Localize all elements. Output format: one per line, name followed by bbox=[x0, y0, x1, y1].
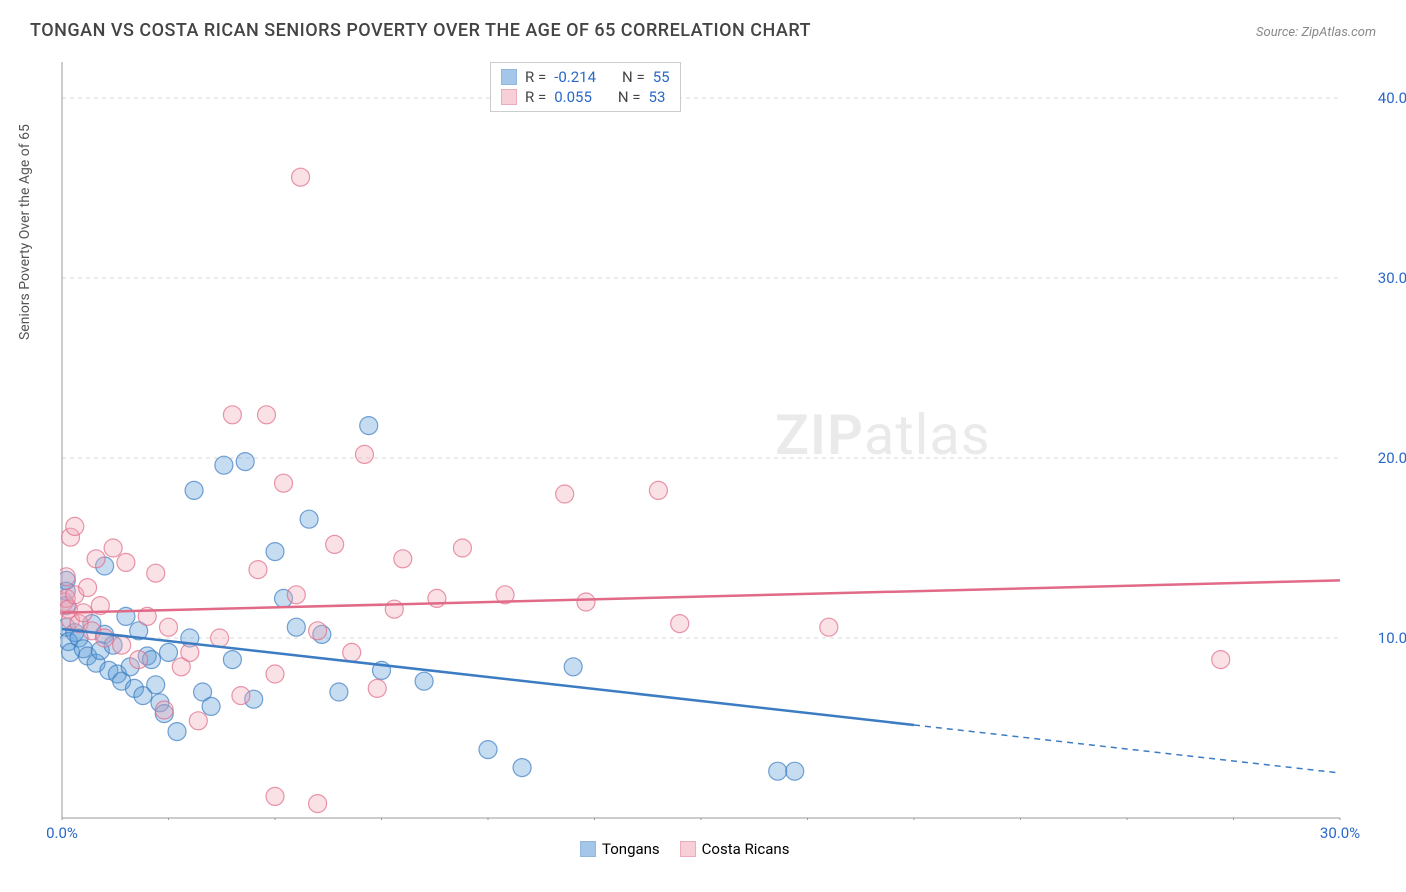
source-prefix: Source: bbox=[1256, 25, 1301, 40]
n-label: N = bbox=[622, 68, 645, 86]
series-legend-item: Costa Ricans bbox=[680, 840, 790, 858]
x-tick-label: 30.0% bbox=[1320, 824, 1360, 842]
r-value: 0.055 bbox=[554, 88, 592, 106]
scatter-plot bbox=[60, 60, 1360, 820]
legend-swatch bbox=[501, 89, 517, 105]
n-value: 55 bbox=[653, 68, 670, 86]
r-label: R = bbox=[525, 88, 546, 106]
n-value: 53 bbox=[649, 88, 666, 106]
y-tick-label: 20.0% bbox=[1378, 449, 1406, 467]
series-legend-item: Tongans bbox=[580, 840, 660, 858]
series-legend: Tongans Costa Ricans bbox=[580, 840, 789, 858]
y-tick-label: 30.0% bbox=[1378, 269, 1406, 287]
chart-title: TONGAN VS COSTA RICAN SENIORS POVERTY OV… bbox=[30, 20, 811, 41]
correlation-legend-row: R = 0.055 N = 53 bbox=[501, 87, 670, 107]
source-attribution: Source: ZipAtlas.com bbox=[1256, 25, 1376, 40]
chart-area: Seniors Poverty Over the Age of 65 ZIPat… bbox=[60, 60, 1360, 820]
y-axis-label: Seniors Poverty Over the Age of 65 bbox=[17, 124, 33, 340]
r-label: R = bbox=[525, 68, 546, 86]
y-tick-label: 10.0% bbox=[1378, 629, 1406, 647]
legend-swatch bbox=[501, 69, 517, 85]
legend-swatch bbox=[580, 841, 596, 857]
correlation-legend: R =-0.214N =55R =0.055N =53 bbox=[490, 62, 681, 112]
x-tick-label: 0.0% bbox=[46, 824, 78, 842]
n-label: N = bbox=[618, 88, 641, 106]
y-tick-label: 40.0% bbox=[1378, 89, 1406, 107]
correlation-legend-row: R = -0.214 N = 55 bbox=[501, 67, 670, 87]
legend-swatch bbox=[680, 841, 696, 857]
r-value: -0.214 bbox=[554, 68, 596, 86]
source-name: ZipAtlas.com bbox=[1301, 25, 1376, 40]
series-name: Costa Ricans bbox=[702, 840, 790, 858]
series-name: Tongans bbox=[602, 840, 660, 858]
